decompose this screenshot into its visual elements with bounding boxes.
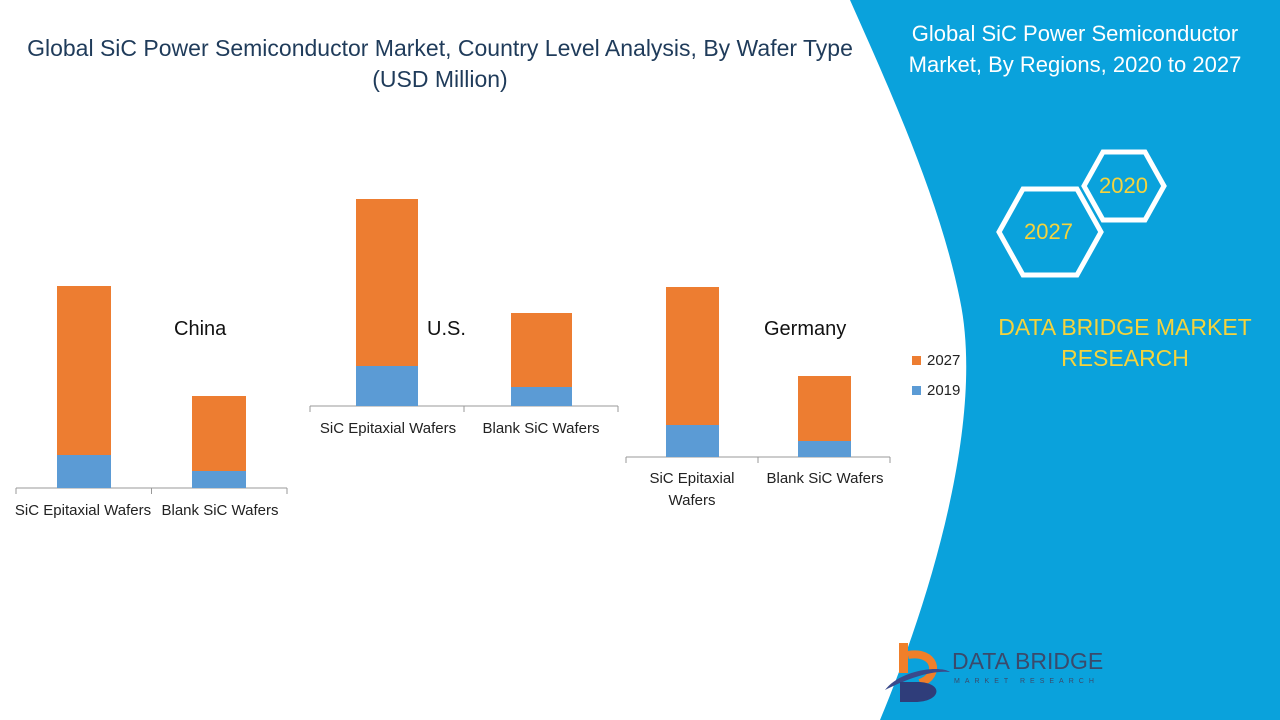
legend-label: 2027 [927,352,961,369]
bar-2019 [511,387,572,406]
category-label: SiC Epitaxial Wafers [14,502,152,519]
hexagon-label-2027: 2027 [1024,219,1073,244]
hexagon-label-2020: 2020 [1099,173,1148,198]
side-panel-title: Global SiC Power Semiconductor Market, B… [908,21,1242,77]
bar-2019 [798,441,851,457]
bar-2027 [798,376,851,441]
category-label: Blank SiC Wafers [766,470,884,487]
logo-text: DATA BRIDGE [952,648,1104,674]
bar-2027 [192,396,246,471]
bar-2019 [57,455,111,488]
category-label: SiC Epitaxial Wafers [319,420,457,437]
legend-swatch [912,386,921,395]
bar-2019 [192,471,246,488]
country-label-china: China [174,318,227,340]
country-label-germany: Germany [764,318,847,340]
bar-2019 [666,425,719,457]
logo-subtext: MARKET RESEARCH [954,678,1099,685]
country-label-us: U.S. [427,318,466,340]
legend-swatch [912,356,921,365]
legend-item-2027: 2027 [912,352,960,369]
bar-2027 [511,313,572,387]
bar-2027 [666,287,719,425]
bar-2019 [356,366,418,406]
legend-item-2019: 2019 [912,382,960,399]
brand-name: DATA BRIDGE MARKET RESEARCH [998,314,1252,371]
chart-title: Global SiC Power Semiconductor Market, C… [27,35,853,92]
category-label: Blank SiC Wafers [482,420,600,437]
legend-label: 2019 [927,382,961,399]
category-label: SiC Epitaxial Wafers [649,470,735,509]
bar-2027 [57,286,111,455]
hexagon-2020-icon [1081,149,1167,223]
side-panel [850,0,1280,720]
bar-2027 [356,199,418,366]
category-label: Blank SiC Wafers [161,502,279,519]
hexagon-2027-icon [996,186,1104,278]
data-bridge-logo-icon [885,643,950,702]
